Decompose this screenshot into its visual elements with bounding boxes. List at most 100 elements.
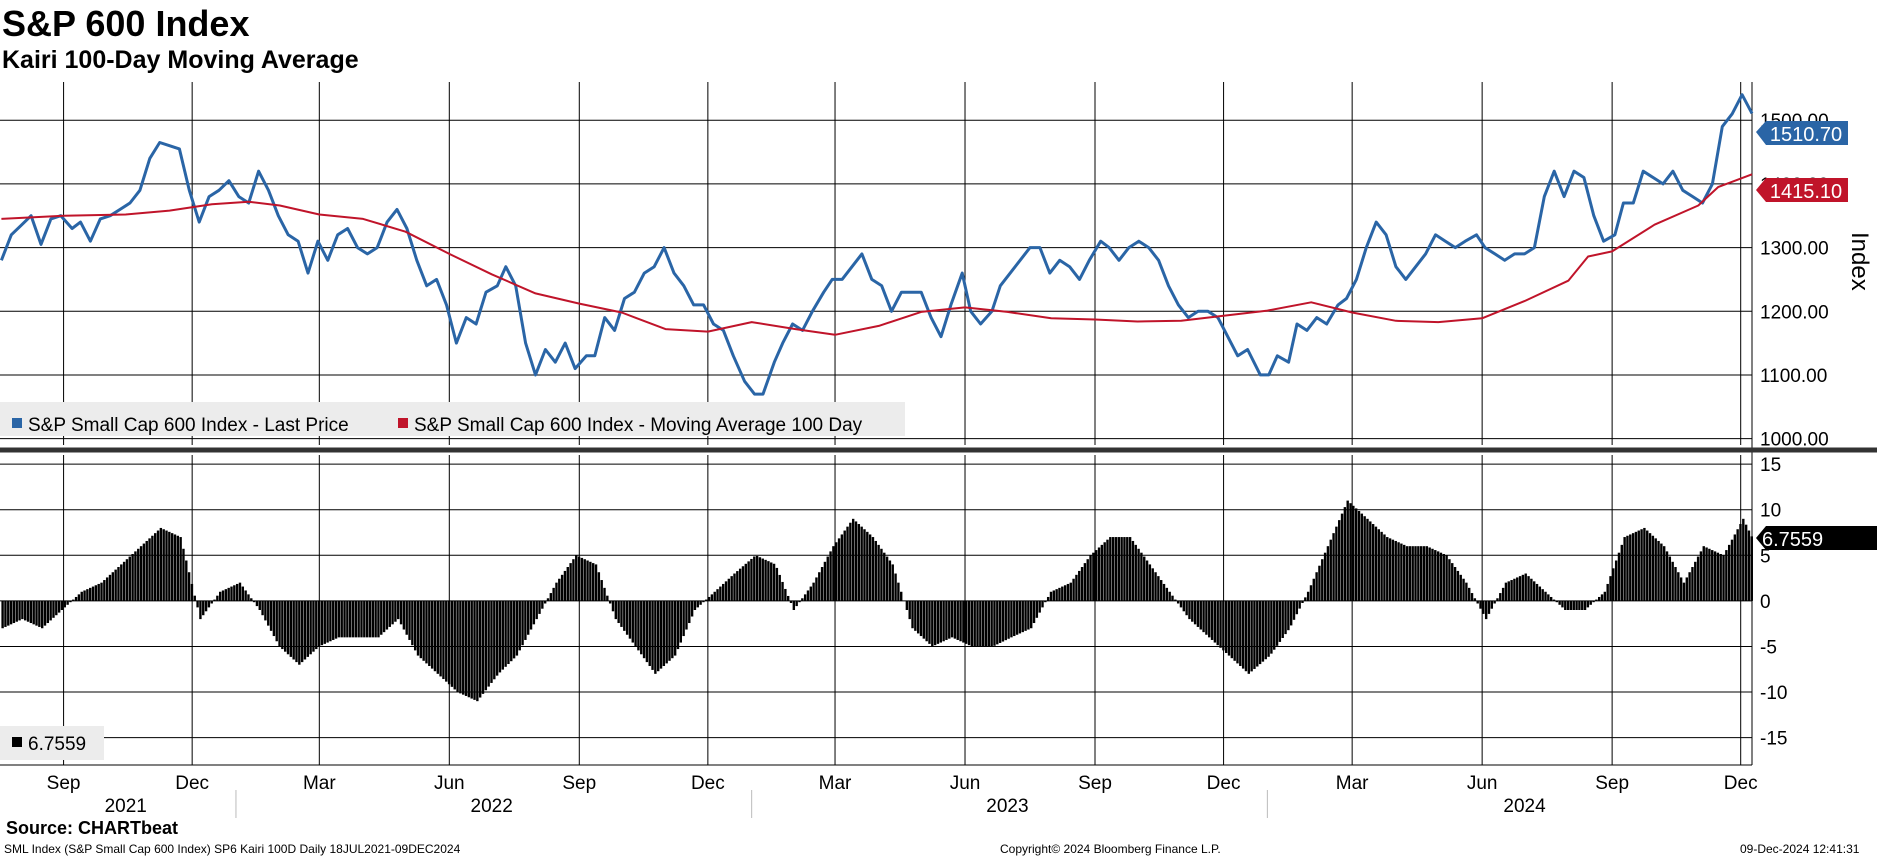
kairi-bar — [843, 530, 846, 601]
kairi-bar — [820, 567, 824, 601]
kairi-bar — [1408, 546, 1412, 601]
legend-swatch-ma — [398, 418, 408, 428]
kairi-bar — [176, 535, 180, 601]
kairi-bar — [1643, 527, 1646, 601]
kairi-bar — [1462, 578, 1465, 601]
kairi-bar — [493, 600, 496, 680]
kairi-bar — [1148, 564, 1152, 601]
kairi-bar — [122, 561, 126, 601]
kairi-bar — [1253, 600, 1256, 669]
kairi-bar — [1623, 537, 1626, 601]
kairi-bar — [278, 600, 281, 647]
kairi-bar — [1394, 540, 1397, 601]
kairi-bar — [606, 595, 609, 601]
kairi-bar — [809, 586, 812, 601]
kairi-bar — [883, 552, 886, 601]
kairi-bar — [719, 586, 722, 601]
kairi-bar — [428, 600, 431, 667]
kairi-bar — [1360, 513, 1364, 601]
kairi-bar — [1162, 583, 1166, 601]
kairi-bar — [1086, 559, 1089, 601]
kairi-bar — [801, 598, 804, 601]
kairi-bar — [148, 538, 151, 601]
kairi-bar — [1131, 540, 1135, 601]
kairi-bar — [1603, 591, 1607, 601]
kairi-bar — [289, 600, 293, 657]
last-price-tag: 1510.70 — [1756, 121, 1848, 146]
kairi-bar — [1736, 529, 1739, 601]
kairi-bar — [1535, 583, 1539, 601]
kairi-bar — [1247, 600, 1250, 674]
kairi-bar — [1013, 600, 1016, 637]
moving-average-line — [1, 173, 1753, 336]
kairi-bar — [125, 559, 129, 601]
kairi-bar — [1035, 600, 1039, 618]
lower-y-tick-label: 15 — [1760, 455, 1781, 476]
source-label: Source: CHARTbeat — [6, 818, 179, 838]
kairi-bar — [1287, 600, 1290, 631]
kairi-bar — [170, 533, 174, 601]
kairi-bar — [55, 600, 58, 616]
kairi-bar — [857, 524, 861, 601]
kairi-bar — [685, 600, 688, 630]
kairi-bar — [761, 558, 764, 601]
kairi-bar — [1657, 540, 1660, 601]
footer-timestamp: 09-Dec-2024 12:41:31 — [1740, 842, 1860, 856]
kairi-bar — [849, 522, 852, 601]
kairi-bar — [165, 530, 168, 601]
kairi-bar — [1504, 582, 1508, 601]
kairi-bar — [577, 556, 581, 601]
x-tick-label: Mar — [819, 773, 852, 794]
kairi-bar — [758, 557, 762, 601]
kairi-bar — [422, 600, 425, 661]
kairi-bar — [888, 560, 892, 601]
footer-copyright: Copyright© 2024 Bloomberg Finance L.P. — [1000, 842, 1221, 856]
kairi-bar — [990, 600, 993, 647]
kairi-bar — [399, 600, 403, 625]
kairi-bar — [74, 596, 78, 601]
kairi-bar — [329, 600, 332, 642]
kairi-bar — [402, 600, 406, 630]
kairi-bar — [1295, 600, 1299, 615]
kairi-bar — [57, 600, 61, 613]
kairi-bar — [9, 600, 13, 625]
kairi-bar — [1069, 582, 1072, 601]
kairi-bar — [230, 586, 233, 601]
kairi-bar — [413, 600, 417, 651]
kairi-bar — [139, 546, 143, 601]
kairi-bar — [1176, 600, 1180, 604]
kairi-bar — [1374, 526, 1378, 601]
kairi-bar — [80, 591, 83, 601]
kairi-bar — [272, 600, 276, 637]
kairi-bar — [425, 600, 428, 664]
kairi-bar — [696, 600, 699, 608]
kairi-bar — [690, 600, 694, 617]
kairi-bar — [721, 583, 725, 601]
kairi-bar — [250, 598, 253, 601]
kairi-bar — [733, 573, 736, 601]
kairi-bar — [1747, 530, 1751, 601]
kairi-bar — [1524, 573, 1527, 601]
kairi-bar — [803, 594, 807, 601]
kairi-bar — [730, 576, 733, 601]
kairi-bar — [668, 600, 671, 661]
kairi-bar — [1213, 600, 1217, 643]
kairi-bar — [1391, 539, 1395, 601]
kairi-bar — [640, 600, 643, 655]
kairi-bar — [891, 564, 894, 601]
kairi-bar — [114, 569, 117, 601]
x-year-label: 2024 — [1503, 796, 1546, 817]
kairi-bar — [1388, 538, 1392, 601]
kairi-bar — [190, 583, 194, 601]
kairi-bar — [1128, 537, 1132, 601]
kairi-bar — [264, 600, 267, 621]
kairi-bar — [894, 573, 897, 601]
kairi-bar — [1600, 594, 1604, 601]
kairi-bar — [1137, 548, 1140, 601]
kairi-bar — [699, 600, 702, 605]
kairi-bar — [199, 600, 202, 620]
kairi-bar — [1182, 600, 1185, 612]
kairi-bar — [343, 600, 346, 638]
kairi-bar — [320, 600, 324, 646]
kairi-bar — [1134, 544, 1137, 601]
